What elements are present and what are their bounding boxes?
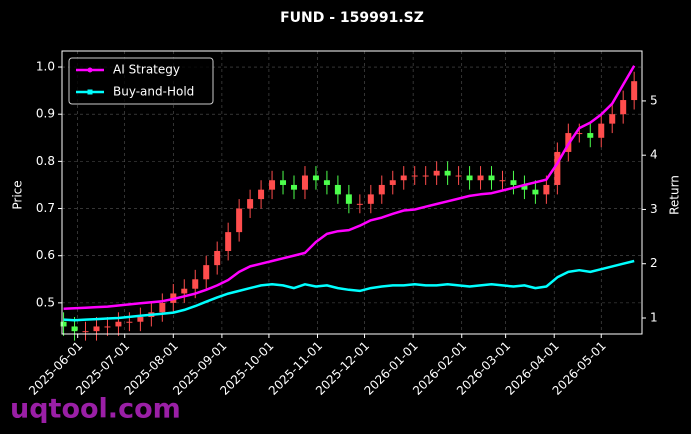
y2-axis-label: Return [668, 175, 682, 215]
candle-body [301, 175, 308, 190]
candle-body [389, 180, 396, 185]
candle-body [631, 81, 638, 101]
candle-body [609, 114, 616, 124]
candle-body [115, 321, 122, 327]
candle-body [378, 184, 385, 195]
candle-body [291, 184, 297, 190]
candle-body [93, 326, 100, 332]
candle-body [455, 175, 462, 177]
y-tick-label: 0.6 [36, 248, 55, 262]
candle-body [280, 180, 287, 185]
candle-body [345, 194, 352, 204]
candle-body [400, 175, 407, 181]
y2-tick-label: 2 [650, 256, 658, 270]
candle-body [598, 123, 605, 138]
y-tick-label: 0.8 [36, 154, 55, 168]
candle-body [236, 208, 243, 233]
legend-box [68, 57, 214, 105]
legend-label: AI Strategy [113, 63, 180, 77]
plot-frame [61, 50, 643, 335]
candle-body [203, 265, 210, 280]
candle-body [576, 133, 583, 135]
candle-body [477, 175, 484, 181]
y-tick-label: 0.7 [36, 201, 55, 215]
watermark: uqtool.com [10, 394, 181, 425]
candle-body [554, 151, 561, 185]
y-axis-label: Price [11, 180, 25, 209]
candle-body [82, 331, 89, 333]
legend-marker [87, 89, 93, 95]
candle-body [466, 175, 473, 181]
y-tick-label: 1.0 [36, 60, 55, 74]
candle-body [356, 203, 363, 205]
y-tick-label: 0.9 [36, 107, 55, 121]
y2-tick-label: 4 [650, 148, 658, 162]
candle-body [334, 184, 341, 195]
y2-tick-label: 1 [650, 310, 658, 324]
candle-body [225, 232, 232, 251]
candle-body [104, 326, 111, 328]
candle-body [532, 189, 539, 195]
candle-body [367, 194, 374, 204]
candle-body [422, 175, 429, 177]
candle-body [159, 302, 166, 313]
candle-body [488, 175, 495, 181]
y-tick-label: 0.5 [36, 295, 55, 309]
candle-body [258, 189, 265, 200]
legend-marker [87, 67, 93, 73]
candle-body [444, 170, 451, 176]
candle-body [323, 180, 330, 185]
candle-body [181, 288, 188, 294]
chart-title: FUND - 159991.SZ [280, 10, 424, 26]
candle-body [433, 170, 440, 176]
candle-body [192, 279, 199, 289]
candle-body [587, 133, 594, 138]
y2-tick-label: 5 [650, 93, 658, 107]
candle-body [510, 180, 517, 185]
candle-body [499, 180, 506, 182]
return-line [63, 65, 636, 311]
y2-tick-label: 3 [650, 202, 658, 216]
candle-body [411, 175, 418, 177]
candle-body [620, 100, 627, 115]
legend-label: Buy-and-Hold [113, 85, 194, 99]
candle-body [214, 250, 221, 266]
candle-body [247, 199, 254, 209]
candle-body [60, 321, 67, 327]
candle-body [126, 321, 133, 323]
candle-body [269, 180, 276, 190]
candle-body [137, 317, 144, 322]
candle-body [71, 326, 78, 332]
candle-body [312, 175, 319, 181]
return-line [63, 259, 635, 322]
candle-body [543, 184, 550, 195]
candle-body [521, 184, 528, 190]
